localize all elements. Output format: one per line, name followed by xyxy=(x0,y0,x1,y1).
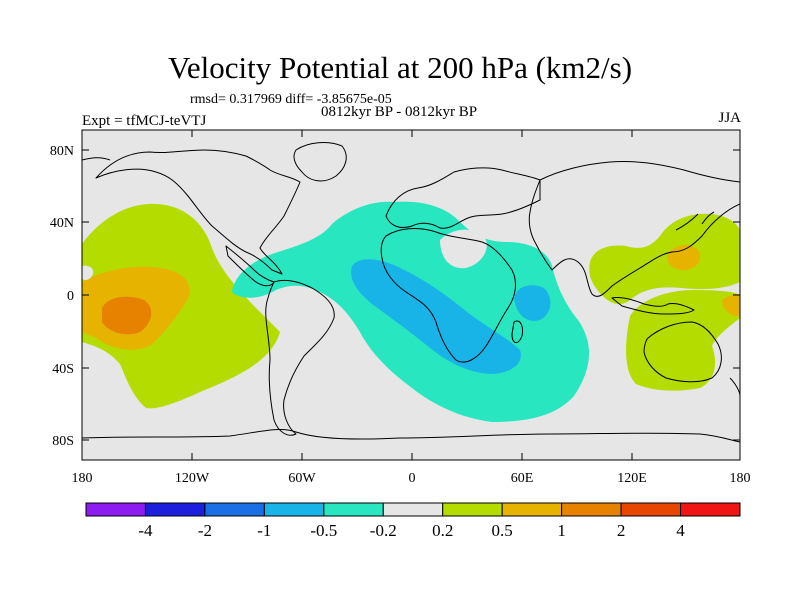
colorbar-label: 2 xyxy=(617,521,626,540)
south-america-coast xyxy=(265,279,335,436)
colorbar-label: 0.5 xyxy=(492,521,513,540)
lon-label: 60E xyxy=(511,471,534,486)
colorbar-swatch xyxy=(561,502,622,517)
experiment-label: Expt = tfMCJ-teVTJ xyxy=(82,113,207,129)
colorbar-swatch xyxy=(442,502,503,517)
colorbar-label: -4 xyxy=(138,521,153,540)
colorbar-label: -1 xyxy=(257,521,271,540)
lat-label: 40N xyxy=(50,216,74,231)
colorbar-swatch xyxy=(382,502,444,517)
australia-positive-core xyxy=(722,294,740,317)
colorbar-swatch xyxy=(501,502,563,517)
colorbar-swatch xyxy=(85,502,146,517)
lat-label: 80N xyxy=(50,144,74,159)
pacific-positive-max xyxy=(102,296,152,335)
lat-label: 0 xyxy=(67,289,74,304)
lon-label: 0 xyxy=(409,471,416,486)
colorbar-swatch xyxy=(620,502,682,517)
indian-negative-core xyxy=(514,285,551,321)
lon-label: 120W xyxy=(175,471,210,486)
colorbar-swatch xyxy=(323,502,384,517)
neutral-mediterranean xyxy=(440,229,487,269)
westpacific-positive-core xyxy=(666,245,701,270)
lat-label: 80S xyxy=(52,434,74,449)
axis-ticks xyxy=(81,130,741,460)
lon-label: 60W xyxy=(288,471,316,486)
lat-label: 40S xyxy=(52,362,74,377)
period-subtitle: 0812kyr BP - 0812kyr BP xyxy=(321,104,478,120)
colorbar-label: -0.2 xyxy=(370,521,397,540)
antarctica-coast xyxy=(82,428,740,443)
colorbar-label: -2 xyxy=(198,521,212,540)
colorbar-swatch xyxy=(204,502,265,517)
colorbar-label: -0.5 xyxy=(310,521,337,540)
season-label: JJA xyxy=(718,110,741,126)
coastlines xyxy=(82,142,740,443)
stats-line: rmsd= 0.317969 diff= -3.85675e-05 xyxy=(190,92,392,107)
australia-positive-region xyxy=(626,290,740,391)
colorbar-label: 1 xyxy=(557,521,566,540)
japan-coast xyxy=(675,211,715,231)
colorbar-label: 0.2 xyxy=(432,521,453,540)
europe-coast xyxy=(385,167,541,229)
neutral-pocket xyxy=(82,265,94,280)
lon-label: 180 xyxy=(730,471,751,486)
colorbar-swatch xyxy=(144,502,206,517)
lon-label: 120E xyxy=(617,471,647,486)
madagascar-coast xyxy=(511,320,523,343)
colorbar xyxy=(85,502,741,517)
africa-coast xyxy=(380,228,516,363)
asia-coast xyxy=(528,161,740,297)
axis-tick-labels: 80N 40N 0 40S 80S 180 120W 60W 0 60E 120E 180 xyxy=(50,144,751,486)
chart-title: Velocity Potential at 200 hPa (km2/s) xyxy=(167,50,633,85)
colorbar-swatch xyxy=(680,502,741,517)
indonesia-coast xyxy=(611,297,695,315)
africa-negative-core xyxy=(351,259,521,374)
colorbar-label: 4 xyxy=(676,521,685,540)
greenland-coast xyxy=(293,142,347,182)
lon-label: 180 xyxy=(72,471,93,486)
australia-coast xyxy=(643,321,722,383)
arctic-coast xyxy=(82,157,111,161)
north-america-coast xyxy=(95,149,301,275)
colorbar-labels: -4 -2 -1 -0.5 -0.2 0.2 0.5 1 2 4 xyxy=(138,521,685,540)
colorbar-swatch xyxy=(263,502,325,517)
